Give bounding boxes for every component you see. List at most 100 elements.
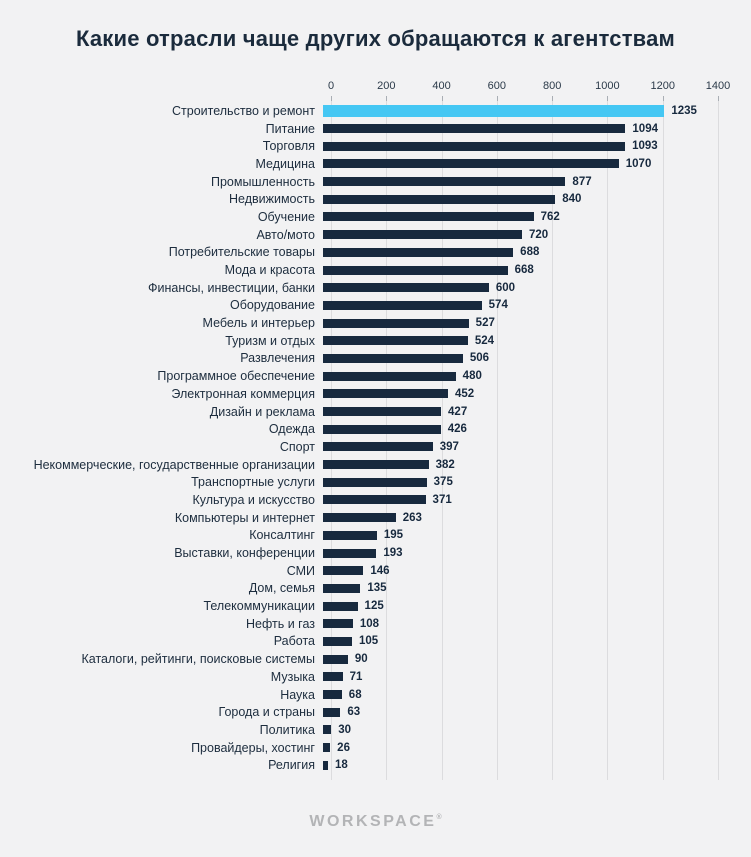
axis-tick-label: 1400 <box>705 80 731 92</box>
value-label: 105 <box>359 635 379 648</box>
axis-tick-label: 400 <box>432 80 451 92</box>
chart-row: Каталоги, рейтинги, поисковые системы 90 <box>0 650 751 668</box>
category-label: Торговля <box>262 139 315 154</box>
gridline <box>331 96 332 781</box>
category-label: Некоммерческие, государственные организа… <box>33 457 315 472</box>
chart-row: Питание 1094 <box>0 120 751 138</box>
category-label: Программное обеспечение <box>157 369 315 384</box>
bar <box>323 389 448 399</box>
bar <box>323 760 328 770</box>
bar <box>323 460 429 470</box>
category-label: Обучение <box>257 209 315 224</box>
value-label: 1070 <box>625 157 652 170</box>
category-label: Консалтинг <box>249 528 315 543</box>
chart-row: Потребительские товары 688 <box>0 244 751 262</box>
category-label: Выставки, конференции <box>174 546 315 561</box>
value-label: 68 <box>348 688 362 701</box>
chart-row: Нефть и газ 108 <box>0 615 751 633</box>
value-label: 375 <box>433 476 453 489</box>
chart-row: Дизайн и реклама 427 <box>0 403 751 421</box>
bar <box>323 141 626 151</box>
category-label: Авто/мото <box>256 227 315 242</box>
value-label: 506 <box>469 352 490 365</box>
chart-row: Провайдеры, хостинг 26 <box>0 739 751 757</box>
category-label: Наука <box>280 687 315 702</box>
value-label: 371 <box>432 493 452 506</box>
bar-track: 1070 <box>323 155 710 173</box>
bar-track: 480 <box>323 367 710 385</box>
bar-track: 426 <box>323 420 710 438</box>
bar <box>323 601 358 611</box>
category-label: Города и страны <box>218 705 315 720</box>
chart-row: Дом, семья 135 <box>0 580 751 598</box>
bar-track: 506 <box>323 350 710 368</box>
bar <box>323 353 463 363</box>
axis-tick-label: 200 <box>377 80 396 92</box>
bar <box>323 300 482 310</box>
chart-row: Музыка 71 <box>0 668 751 686</box>
chart-row: СМИ 146 <box>0 562 751 580</box>
bar <box>323 636 353 646</box>
category-label: Нефть и газ <box>246 616 315 631</box>
axis-tick-label: 600 <box>487 80 507 92</box>
chart-row: Недвижимость 840 <box>0 190 751 208</box>
category-label: Оборудование <box>229 298 315 313</box>
chart-row: Политика 30 <box>0 721 751 739</box>
bar-track: 688 <box>323 244 710 262</box>
axis-tick-label: 0 <box>327 80 335 92</box>
gridlines <box>331 96 719 781</box>
bar-track: 382 <box>323 456 710 474</box>
bar <box>323 283 489 293</box>
bar-highlighted <box>323 104 665 117</box>
category-label: Работа <box>273 634 315 649</box>
category-label: Питание <box>265 121 315 136</box>
chart-row: Города и страны 63 <box>0 703 751 721</box>
bar-track: 427 <box>323 403 710 421</box>
bar-track: 877 <box>323 173 710 191</box>
gridline <box>607 96 609 781</box>
bar <box>323 530 377 540</box>
value-label: 688 <box>520 246 540 259</box>
chart-row: Спорт 397 <box>0 438 751 456</box>
chart-row: Торговля 1093 <box>0 137 751 155</box>
value-label: 71 <box>349 670 363 683</box>
value-label: 90 <box>354 653 368 666</box>
chart-row: Медицина 1070 <box>0 155 751 173</box>
category-label: Компьютеры и интернет <box>174 510 315 525</box>
bar-track: 195 <box>323 527 710 545</box>
bar-track: 71 <box>323 668 710 686</box>
value-label: 1235 <box>671 104 697 117</box>
category-label: Провайдеры, хостинг <box>191 740 315 755</box>
bar-track: 1094 <box>323 120 710 138</box>
bar <box>323 672 343 682</box>
bar <box>323 265 508 275</box>
bar <box>323 371 456 381</box>
bar <box>323 513 396 523</box>
category-label: Строительство и ремонт <box>172 103 315 118</box>
bar-track: 397 <box>323 438 710 456</box>
axis-tick-label: 1000 <box>595 80 620 92</box>
chart-row: Электронная коммерция 452 <box>0 385 751 403</box>
category-label: СМИ <box>286 563 315 578</box>
bar <box>323 477 427 487</box>
value-label: 382 <box>435 458 455 471</box>
gridline <box>386 96 388 781</box>
chart-row: Телекоммуникации 125 <box>0 597 751 615</box>
bar-track: 68 <box>323 686 710 704</box>
gridline <box>496 96 498 781</box>
bar-track: 527 <box>323 314 710 332</box>
bar <box>323 725 332 735</box>
value-label: 30 <box>338 723 352 736</box>
bar <box>323 212 534 222</box>
category-label: Финансы, инвестиции, банки <box>148 280 315 295</box>
chart-row: Промышленность 877 <box>0 173 751 191</box>
chart-row: Транспортные услуги 375 <box>0 473 751 491</box>
bar <box>323 424 441 434</box>
bar-track: 668 <box>323 261 710 279</box>
bar <box>323 194 556 204</box>
bar <box>323 230 523 240</box>
category-label: Медицина <box>255 156 315 171</box>
chart-row: Наука 68 <box>0 686 751 704</box>
value-label: 426 <box>447 423 467 436</box>
value-label: 840 <box>562 193 582 206</box>
